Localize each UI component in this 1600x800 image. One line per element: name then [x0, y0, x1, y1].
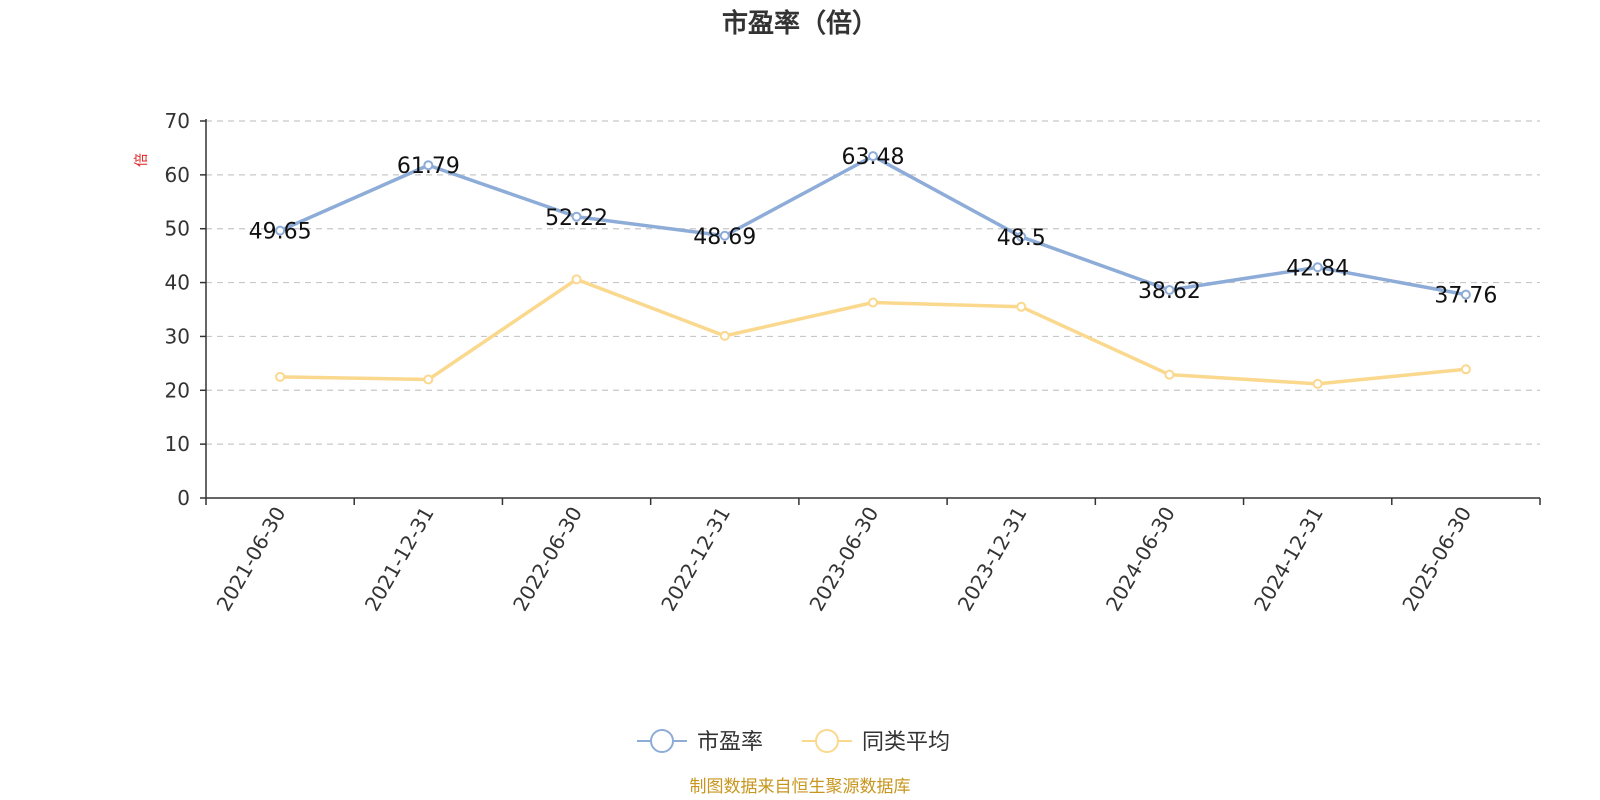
- data-label: 63.48: [842, 145, 905, 170]
- x-tick-label: 2024-12-31: [1249, 503, 1328, 616]
- data-point[interactable]: [423, 374, 434, 385]
- y-tick-label: 10: [165, 432, 190, 456]
- data-point[interactable]: [571, 211, 582, 222]
- data-label: 38.62: [1138, 279, 1201, 304]
- y-tick-label: 60: [165, 163, 190, 187]
- data-point[interactable]: [275, 371, 286, 382]
- x-tick-label: 2021-12-31: [360, 503, 439, 616]
- data-point[interactable]: [1312, 262, 1323, 273]
- y-axis-label: 倍: [134, 153, 150, 167]
- x-tick-label: 2022-12-31: [656, 503, 735, 616]
- y-tick-label: 70: [165, 109, 190, 133]
- axes: 0 10 20 30 40 50 60 70 2021-06-30 2021-12-31 2022-…: [165, 109, 1541, 616]
- data-label: 42.84: [1286, 256, 1349, 281]
- x-tick-label: 2023-06-30: [804, 503, 883, 616]
- legend-label: 同类平均: [862, 730, 950, 755]
- data-point[interactable]: [275, 225, 286, 236]
- data-label: 61.79: [397, 154, 460, 179]
- data-point[interactable]: [868, 297, 878, 308]
- y-tick-label: 20: [165, 378, 190, 402]
- data-point[interactable]: [868, 151, 878, 162]
- data-point[interactable]: [1164, 369, 1175, 380]
- data-point[interactable]: [1460, 289, 1471, 300]
- series-line: [280, 277, 1467, 386]
- x-tick-label: 2022-06-30: [508, 503, 587, 616]
- legend[interactable]: 市盈率 同类平均: [637, 729, 950, 755]
- data-point[interactable]: [1016, 231, 1027, 242]
- data-point[interactable]: [1460, 364, 1471, 375]
- legend-marker: [650, 729, 674, 753]
- legend-marker: [815, 729, 839, 753]
- x-tick-label: 2021-06-30: [212, 503, 291, 616]
- data-point[interactable]: [1312, 378, 1323, 389]
- grid-lines: [206, 120, 1540, 445]
- data-label: 52.22: [545, 206, 608, 231]
- legend-item[interactable]: 同类平均: [802, 729, 950, 755]
- data-point[interactable]: [1164, 285, 1175, 296]
- x-tick-label: 2024-06-30: [1101, 503, 1180, 616]
- data-labels: 49.65 61.79 52.22 48.69 63.48 48.5 38.62 42.84 3…: [249, 145, 1498, 309]
- data-point[interactable]: [719, 230, 730, 241]
- data-point[interactable]: [1016, 301, 1027, 312]
- y-tick-label: 50: [165, 217, 190, 241]
- data-label: 48.5: [997, 226, 1046, 251]
- data-label: 48.69: [693, 225, 756, 250]
- data-label: 37.76: [1434, 284, 1497, 309]
- data-point[interactable]: [423, 160, 434, 171]
- series-layer: [275, 151, 1471, 389]
- legend-item[interactable]: 市盈率: [637, 729, 763, 755]
- y-tick-label: 0: [177, 486, 190, 510]
- source-note: 制图数据来自恒生聚源数据库: [690, 777, 911, 797]
- x-tick-label: 2025-06-30: [1397, 503, 1476, 616]
- y-tick-label: 40: [165, 271, 190, 295]
- y-tick-label: 30: [165, 324, 190, 348]
- data-point[interactable]: [571, 274, 582, 285]
- legend-label: 市盈率: [697, 730, 763, 755]
- chart-title: 市盈率（倍）: [722, 8, 878, 39]
- x-tick-label: 2023-12-31: [953, 503, 1032, 616]
- data-label: 49.65: [249, 220, 312, 245]
- data-point[interactable]: [719, 330, 730, 341]
